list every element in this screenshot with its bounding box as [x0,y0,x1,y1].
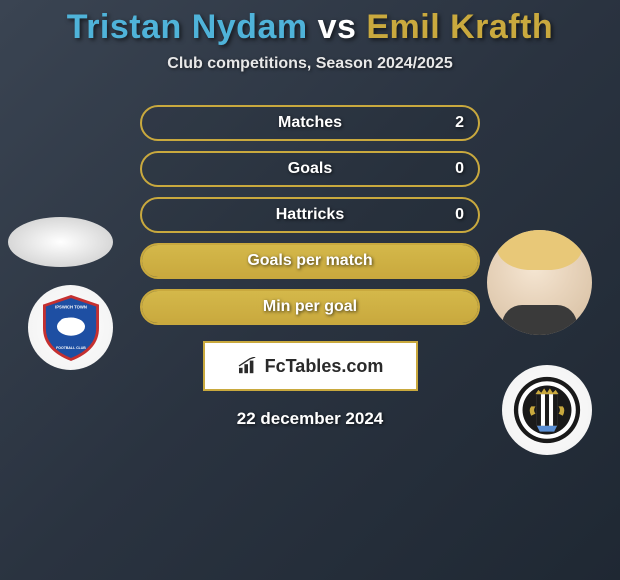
watermark: FcTables.com [203,341,418,391]
stat-row: Goals per match [140,243,480,279]
title-player2: Emil Krafth [366,8,553,46]
club-badge-icon [511,374,583,446]
stat-value-player2: 0 [455,206,464,224]
stat-row: Goals 0 [140,151,480,187]
club-badge-icon: IPSWICH TOWN FOOTBALL CLUB [36,293,106,363]
title-player1: Tristan Nydam [67,8,308,46]
stats-area: IPSWICH TOWN FOOTBALL CLUB Matches 2 Goals… [0,105,620,429]
player2-avatar [487,230,592,335]
stat-row: Min per goal [140,289,480,325]
stat-value-player2: 0 [455,160,464,178]
subtitle: Club competitions, Season 2024/2025 [0,55,620,73]
chart-icon [237,357,259,375]
stat-label: Hattricks [276,206,344,224]
page-title: Tristan Nydam vs Emil Krafth [0,8,620,47]
player1-avatar [8,217,113,267]
comparison-card: Tristan Nydam vs Emil Krafth Club compet… [0,0,620,580]
watermark-text: FcTables.com [265,356,384,377]
stat-row: Hattricks 0 [140,197,480,233]
stat-label: Min per goal [263,298,357,316]
stat-value-player2: 2 [455,114,464,132]
svg-text:IPSWICH TOWN: IPSWICH TOWN [55,304,87,309]
svg-text:FOOTBALL CLUB: FOOTBALL CLUB [56,346,86,350]
ipswich-town-badge: IPSWICH TOWN FOOTBALL CLUB [28,285,113,370]
stat-row: Matches 2 [140,105,480,141]
title-vs: vs [318,8,357,46]
stat-label: Goals per match [247,252,372,270]
newcastle-united-badge [502,365,592,455]
stat-label: Matches [278,114,342,132]
stat-label: Goals [288,160,332,178]
